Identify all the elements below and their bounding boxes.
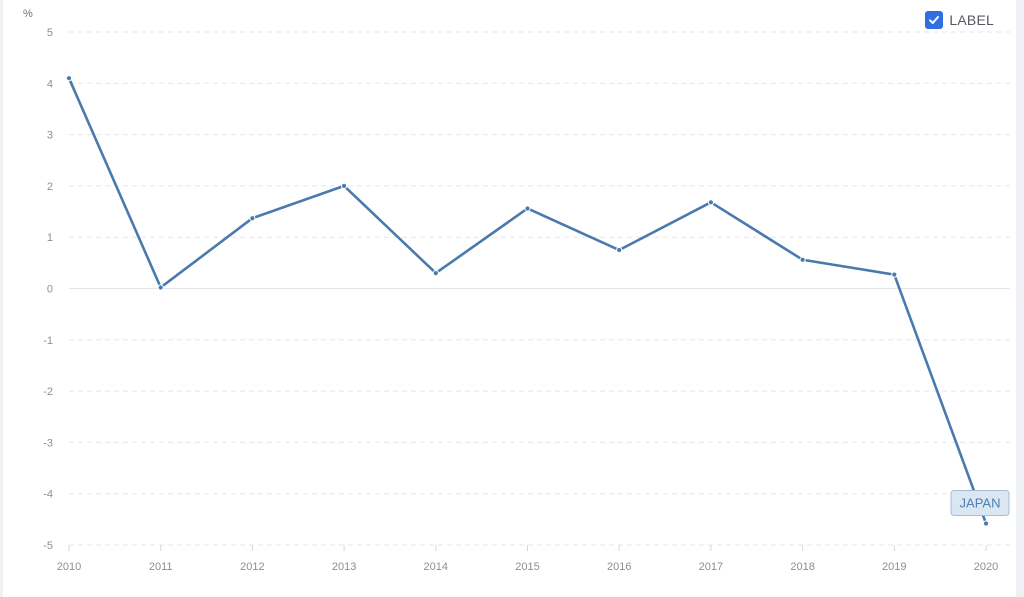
- y-tick-label: -5: [43, 540, 53, 552]
- gridlines: [69, 31, 1010, 546]
- y-tick-label: -3: [43, 437, 53, 449]
- data-point[interactable]: [432, 270, 439, 277]
- series-tag: JAPAN: [950, 489, 1010, 516]
- legend-label: LABEL: [949, 12, 994, 28]
- data-point[interactable]: [249, 215, 256, 222]
- data-point[interactable]: [524, 205, 531, 212]
- data-point[interactable]: [341, 182, 348, 189]
- x-tick-label: 2012: [240, 561, 264, 573]
- data-point[interactable]: [982, 520, 990, 527]
- y-tick-label: -2: [43, 386, 53, 398]
- x-tick-label: 2020: [974, 561, 998, 573]
- x-tick-label: 2014: [424, 561, 448, 573]
- data-point[interactable]: [707, 199, 715, 206]
- series-tag-label: JAPAN: [960, 495, 1001, 510]
- x-axis-ticks: 2010 2011 2012 2013 2014 2015 2016 2017 2018 2019…: [57, 545, 998, 573]
- data-point[interactable]: [157, 284, 164, 291]
- checkmark-icon: [929, 16, 940, 24]
- data-point[interactable]: [799, 256, 806, 263]
- y-tick-label: -4: [43, 489, 53, 501]
- x-tick-label: 2013: [332, 561, 356, 573]
- y-axis-ticks: 5 4 3 2 1 0 -1 -2 -3 -4 -5: [43, 27, 53, 552]
- y-tick-label: -1: [43, 335, 53, 347]
- series-line: [67, 76, 988, 525]
- y-axis-unit-label: %: [23, 8, 33, 20]
- y-tick-label: 5: [47, 27, 53, 39]
- data-point[interactable]: [65, 75, 73, 82]
- series-tag-box: [950, 489, 1010, 516]
- y-tick-label: 1: [47, 232, 53, 244]
- x-tick-label: 2017: [699, 561, 723, 573]
- x-tick-label: 2010: [57, 561, 81, 573]
- x-tick-label: 2016: [607, 561, 631, 573]
- x-tick-label: 2015: [515, 561, 539, 573]
- y-tick-label: 2: [47, 181, 53, 193]
- y-tick-label: 4: [47, 78, 53, 90]
- x-tick-label: 2019: [882, 561, 906, 573]
- legend-checkbox[interactable]: [925, 11, 944, 29]
- legend-toggle[interactable]: LABEL: [925, 11, 994, 29]
- x-tick-label: 2018: [790, 561, 814, 573]
- series-japan: [65, 75, 990, 527]
- y-tick-label: 0: [47, 284, 53, 296]
- data-point[interactable]: [891, 271, 898, 278]
- x-tick-label: 2011: [149, 561, 173, 573]
- y-tick-label: 3: [47, 130, 53, 142]
- data-point[interactable]: [616, 246, 623, 254]
